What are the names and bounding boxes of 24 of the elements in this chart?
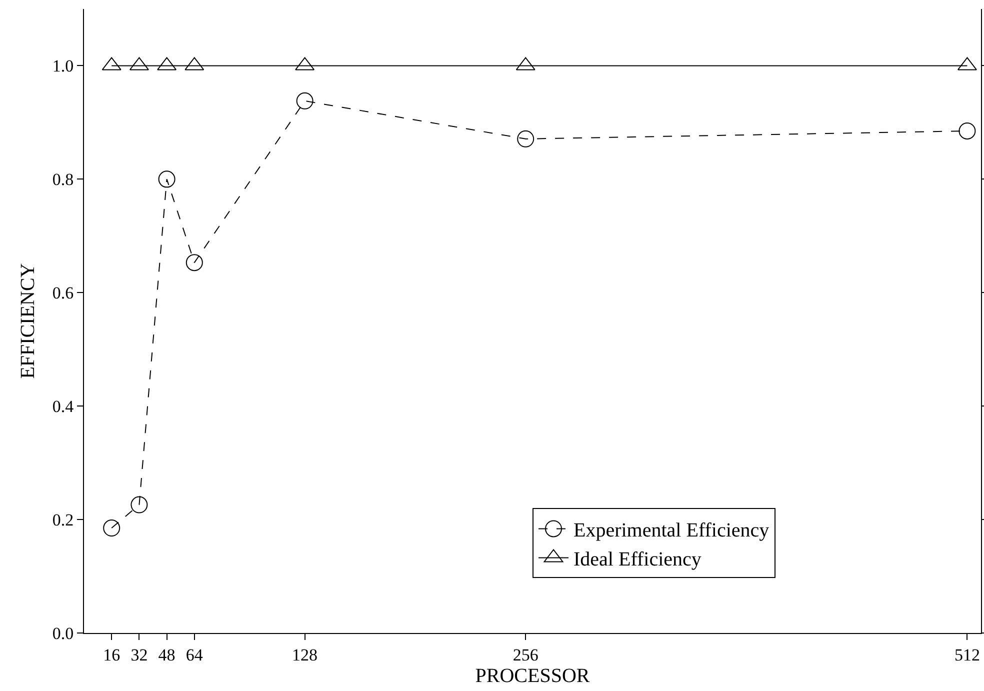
y-tick-label: 0.0 bbox=[52, 624, 74, 643]
x-tick-label: 128 bbox=[292, 645, 318, 664]
x-tick-label: 32 bbox=[130, 645, 148, 664]
x-tick-label: 16 bbox=[103, 645, 120, 664]
x-tick-label: 256 bbox=[512, 645, 538, 664]
point bbox=[103, 520, 120, 537]
point bbox=[130, 496, 148, 514]
point bbox=[517, 130, 534, 148]
x-tick-label: 512 bbox=[954, 645, 980, 664]
point bbox=[186, 254, 203, 272]
legend-label: Experimental Efficiency bbox=[574, 520, 770, 542]
x-axis-title: PROCESSOR bbox=[475, 664, 590, 687]
point bbox=[958, 122, 976, 140]
point bbox=[296, 92, 314, 110]
y-axis-title: EFFICIENCY bbox=[16, 263, 39, 379]
x-tick-label: 64 bbox=[186, 645, 204, 664]
y-tick-label: 0.8 bbox=[52, 170, 74, 190]
x-tick-label: 48 bbox=[158, 645, 176, 664]
legend-label: Ideal Efficiency bbox=[574, 548, 702, 570]
point bbox=[158, 170, 176, 188]
y-tick-label: 0.4 bbox=[52, 397, 74, 416]
y-tick-label: 0.6 bbox=[52, 284, 74, 303]
y-tick-label: 1.0 bbox=[52, 56, 74, 76]
y-tick-label: 0.2 bbox=[52, 510, 74, 530]
